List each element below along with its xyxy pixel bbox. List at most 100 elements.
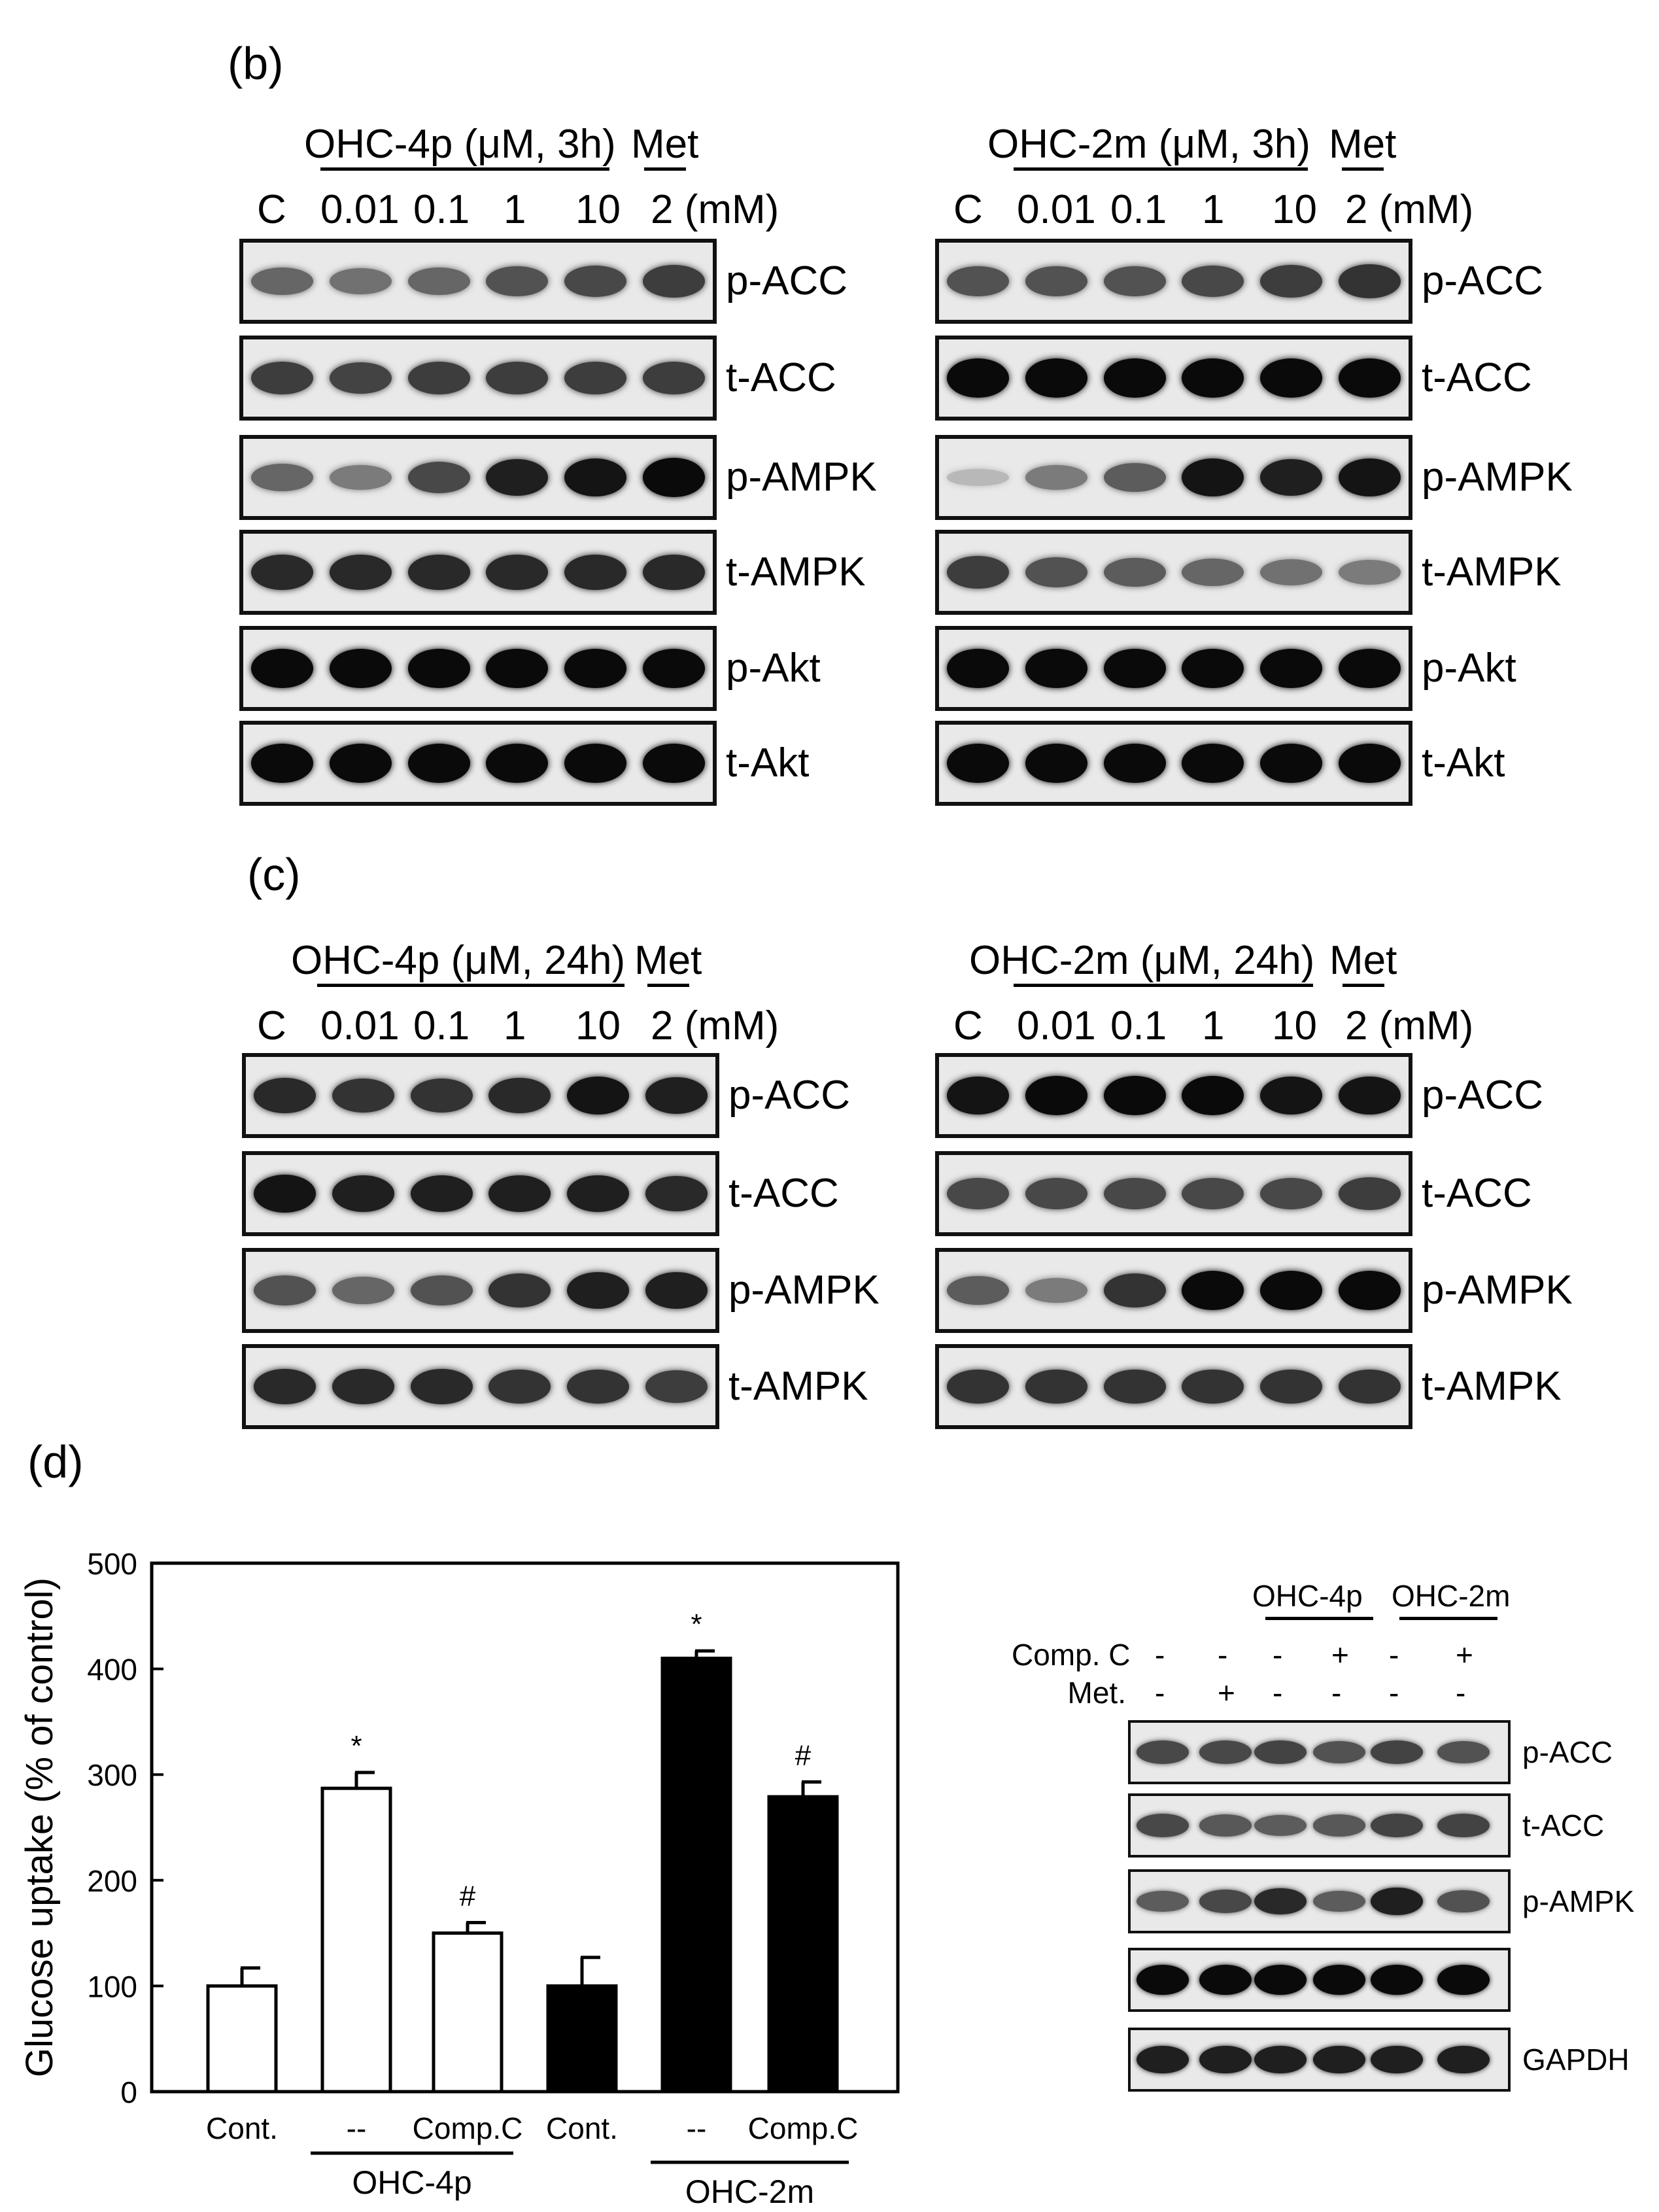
blot-band — [1313, 1814, 1365, 1837]
blot-strip — [242, 1151, 719, 1236]
y-tick-label: 0 — [120, 2075, 137, 2109]
treatment-row-label: Comp. C — [1012, 1638, 1131, 1672]
bar — [660, 1656, 732, 2094]
lane-label: 0.01 — [1017, 187, 1096, 232]
blot-band — [564, 362, 626, 394]
blot-band — [1260, 744, 1322, 783]
blot-band — [332, 1175, 394, 1212]
lane-label: C — [953, 1003, 983, 1048]
x-tick-label: Cont. — [546, 2111, 618, 2145]
blot-band — [645, 1077, 708, 1114]
treatment-underline — [317, 984, 624, 987]
blot-band — [1137, 1740, 1189, 1764]
blot-label: p-ACC — [1422, 258, 1544, 303]
blot-band — [1025, 358, 1087, 398]
group-label: OHC-4p — [352, 2164, 471, 2201]
blot-band — [330, 744, 392, 783]
blot-label: p-ACC — [1422, 1073, 1544, 1118]
blot-band — [1371, 2045, 1423, 2074]
blot-band — [251, 744, 314, 783]
blot-band — [947, 469, 1010, 486]
blot-band — [1254, 1965, 1307, 1995]
blot-band — [1182, 358, 1244, 398]
y-axis-label: Glucose uptake (% of control) — [18, 1578, 61, 2077]
blot-band — [332, 1277, 394, 1304]
blot-band — [1254, 2045, 1307, 2074]
blot-band — [1338, 649, 1401, 688]
blot-label: p-ACC — [728, 1073, 851, 1118]
blot-strip — [935, 336, 1412, 421]
blot-band — [407, 649, 470, 688]
sign-mark: + — [1218, 1676, 1235, 1710]
sign-mark: - — [1389, 1676, 1399, 1710]
blot-strip — [242, 1344, 719, 1429]
bar — [206, 1984, 278, 2094]
treatment-underline — [1014, 167, 1308, 171]
y-tick-label: 400 — [87, 1653, 137, 1687]
treatment-label: OHC-4p (μM, 24h) — [291, 938, 626, 983]
blot-label: p-Akt — [726, 646, 821, 691]
met-underline — [644, 167, 686, 171]
group-label: OHC-4p — [1252, 1579, 1363, 1613]
blot-band — [1025, 1178, 1087, 1209]
blot-band — [1371, 1740, 1423, 1765]
blot-band — [251, 268, 314, 295]
sign-mark: - — [1456, 1676, 1466, 1710]
blot-band — [1182, 1271, 1244, 1310]
blot-band — [567, 1077, 629, 1115]
blot-strip — [935, 1344, 1412, 1429]
bar — [432, 1931, 504, 2094]
blot-band — [1182, 458, 1244, 496]
blot-band — [642, 649, 705, 688]
blot-band — [642, 555, 705, 590]
lane-label: 2 (mM) — [651, 1003, 779, 1048]
blot-band — [330, 649, 392, 688]
blot-band — [254, 1175, 316, 1213]
blot-band — [410, 1369, 473, 1404]
treatment-underline — [320, 167, 609, 171]
blot-strip — [239, 530, 717, 615]
blot-band — [332, 1369, 394, 1404]
blot-band — [1437, 1813, 1490, 1838]
blot-band — [410, 1079, 473, 1113]
blot-band — [486, 555, 549, 590]
blot-band — [1260, 1178, 1322, 1209]
blot-label: t-AMPK — [1422, 1364, 1562, 1409]
blot-strip — [1128, 1793, 1511, 1858]
significance-mark: # — [460, 1880, 476, 1912]
blot-band — [1260, 1271, 1322, 1310]
blot-band — [486, 266, 549, 296]
y-tick-label: 300 — [87, 1758, 137, 1792]
panel-b-letter: (b) — [228, 38, 284, 89]
lane-label: 10 — [575, 187, 621, 232]
blot-band — [407, 555, 470, 590]
blot-strip — [935, 239, 1412, 324]
blot-band — [564, 555, 626, 590]
blot-strip — [239, 435, 717, 520]
blot-band — [947, 744, 1010, 783]
blot-band — [1025, 744, 1087, 783]
blot-band — [407, 462, 470, 493]
sign-mark: - — [1273, 1638, 1283, 1672]
blot-band — [1103, 358, 1166, 398]
blot-label: t-Akt — [726, 740, 810, 786]
blot-band — [488, 1273, 551, 1307]
blot-band — [488, 1175, 551, 1212]
glucose-uptake-chart: 0 100 200 300 400 500 Glucose uptake (% of con… — [18, 1547, 900, 2210]
blot-band — [251, 464, 314, 491]
blot-strip — [242, 1248, 719, 1333]
blot-band — [488, 1370, 551, 1404]
blot-band — [1260, 1370, 1322, 1404]
blot-band — [1199, 1890, 1252, 1913]
blot-band — [564, 744, 626, 783]
blot-band — [410, 1175, 473, 1212]
sign-mark: - — [1389, 1638, 1399, 1672]
blot-band — [1103, 1273, 1166, 1307]
bar — [320, 1786, 392, 2094]
blot-band — [1182, 744, 1244, 783]
blot-band — [947, 556, 1010, 589]
blot-strip — [935, 435, 1412, 520]
blot-band — [1182, 1370, 1244, 1404]
blot-strip — [1128, 1948, 1511, 2012]
blot-band — [486, 649, 549, 688]
